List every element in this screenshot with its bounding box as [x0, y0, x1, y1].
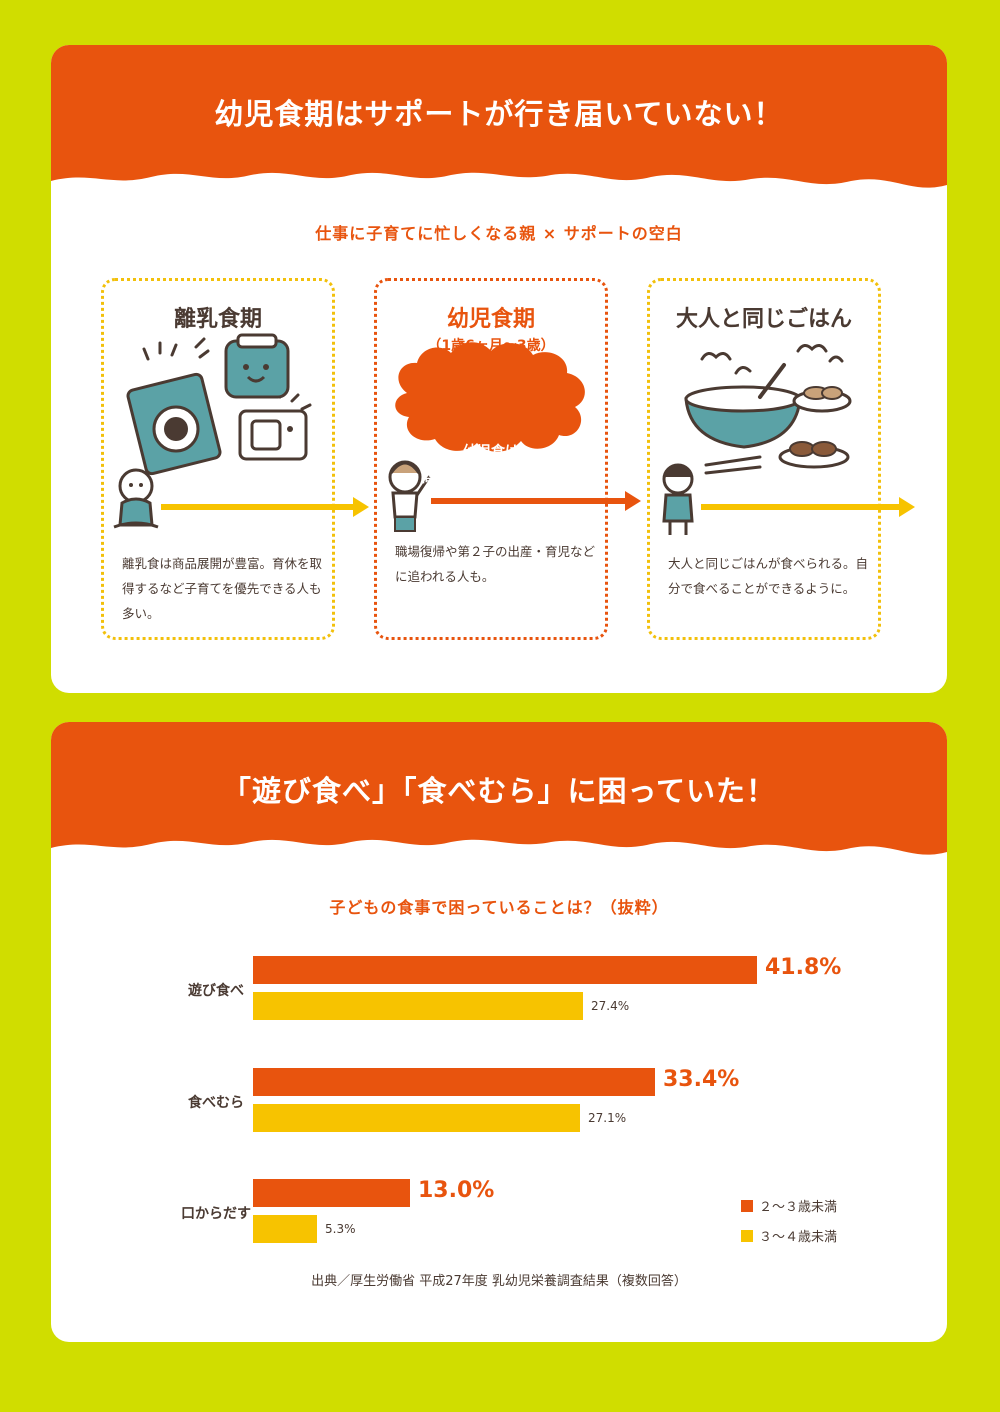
stage-toddler-title: 幼児食期 [446, 307, 535, 332]
baby-icon [113, 468, 159, 529]
section2-banner: 「遊び食べ」「食べむら」に困っていた！ [51, 722, 947, 872]
arrow-toddler [431, 491, 641, 511]
arrow-weaning [161, 497, 369, 517]
category-label-play-eating: 遊び食べ [188, 983, 244, 999]
legend-label-2-3: ２〜３歳未満 [759, 1200, 838, 1215]
stage-weaning-text: 離乳食は商品展開が豊富。育休を取得するなど子育てを優先できる人も多い。 [122, 556, 323, 621]
stage-adult-meal-text: 大人と同じごはんが食べられる。自分で食べることができるように。 [668, 556, 869, 596]
value-label-play-eating-series-2: 27.4% [591, 999, 630, 1013]
intro-panel: 幼児食期はサポートが行き届いていない！ 仕事に子育てに忙しくなる親 × サポート… [51, 45, 947, 693]
bar-play-eating-series-2 [253, 992, 583, 1020]
section1-subtitle: 仕事に子育てに忙しくなる親 × サポートの空白 [315, 224, 683, 243]
stage-toddler-text: 職場復帰や第２子の出産・育児などに追われる人も。 [395, 544, 596, 584]
legend-label-3-4: ３〜４歳未満 [759, 1230, 838, 1245]
category-label-uneven-eating: 食べむら [188, 1095, 244, 1111]
category-label-spitting-out: 口からだす [181, 1206, 251, 1222]
stage-toddler: 幼児食期 （1歳6ヶ月〜3歳） 幼児食は 商品がほとんどない！ 職場復帰や第２子… [374, 278, 608, 640]
bar-spitting-out-series-2 [253, 1215, 317, 1243]
stage-adult-meal: 大人と同じごはん [647, 278, 881, 640]
baby-food-box-icon [238, 409, 308, 461]
legend-item-3-4: ３〜４歳未満 [741, 1226, 837, 1245]
wave-banner-shape [51, 45, 947, 188]
value-label-play-eating-series-1: 41.8% [765, 955, 842, 980]
section2-title: 「遊び食べ」「食べむら」に困っていた！ [221, 774, 777, 808]
child-icon [662, 463, 694, 535]
chopsticks-icon [704, 455, 762, 475]
value-label-spitting-out-series-1: 13.0% [418, 1178, 495, 1203]
source-note: 出典／厚生労働省 平成27年度 乳幼児栄養調査結果（複数回答） [311, 1274, 687, 1289]
arrow-adult-meal [701, 497, 915, 517]
bar-play-eating-series-1 [253, 956, 757, 984]
value-label-uneven-eating-series-2: 27.1% [588, 1111, 627, 1125]
formula-can-icon [224, 333, 290, 399]
stage-adult-meal-title: 大人と同じごはん [675, 307, 852, 332]
value-label-spitting-out-series-2: 5.3% [325, 1222, 356, 1236]
legend-swatch-yellow [741, 1230, 753, 1242]
bar-uneven-eating-series-2 [253, 1104, 580, 1132]
side-dish-icon [778, 386, 852, 469]
ramen-bowl-icon [684, 363, 802, 449]
bar-spitting-out-series-1 [253, 1179, 410, 1207]
chart-panel: 「遊び食べ」「食べむら」に困っていた！ 子どもの食事で困っていることは？（抜粋）… [51, 722, 947, 1342]
legend-swatch-orange [741, 1200, 753, 1212]
chart-title: 子どもの食事で困っていることは？（抜粋） [329, 898, 669, 917]
wave-banner-shape [51, 722, 947, 855]
section1-title: 幼児食期はサポートが行き届いていない！ [214, 97, 784, 131]
legend-item-2-3: ２〜３歳未満 [741, 1196, 837, 1215]
value-label-uneven-eating-series-1: 33.4% [663, 1067, 740, 1092]
baby-products-illustration [113, 333, 312, 529]
stage-weaning-title: 離乳食期 [173, 307, 262, 332]
bar-uneven-eating-series-1 [253, 1068, 655, 1096]
bubble-line-1: 幼児食は [463, 444, 519, 460]
bubble-line-2: 商品がほとんどない！ [421, 470, 561, 486]
speech-cloud [388, 342, 585, 532]
section1-banner: 幼児食期はサポートが行き届いていない！ [51, 45, 947, 195]
toddler-icon [388, 460, 431, 532]
formula-box-icon [126, 372, 222, 476]
meal-illustration [662, 344, 852, 535]
stage-weaning: 離乳食期 [101, 278, 335, 640]
